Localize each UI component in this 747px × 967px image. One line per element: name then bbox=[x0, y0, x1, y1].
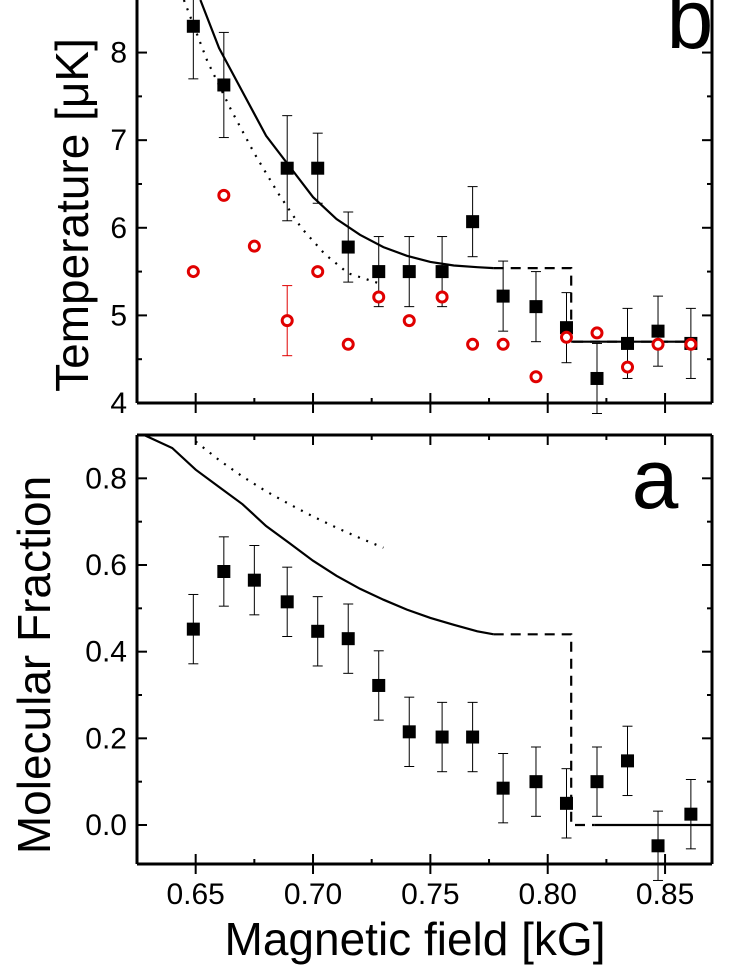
panel-label-a: a bbox=[632, 432, 679, 526]
x-tick-label: 0.70 bbox=[284, 878, 342, 911]
data-point-square bbox=[496, 289, 510, 303]
data-point-square bbox=[559, 796, 573, 810]
data-point-square bbox=[435, 730, 449, 744]
data-point-square bbox=[402, 265, 416, 279]
data-point-square bbox=[311, 161, 325, 175]
dashed-curve bbox=[493, 633, 595, 827]
data-point-circle bbox=[590, 326, 604, 340]
data-point-square bbox=[590, 775, 604, 789]
x-axis-title-magnetic-field: Magnetic field [kG] bbox=[225, 913, 606, 965]
data-point-square bbox=[402, 725, 416, 739]
data-point-square bbox=[496, 781, 510, 795]
y-tick-label: 0.2 bbox=[85, 722, 127, 755]
y-tick-label: 4 bbox=[110, 387, 127, 420]
data-point-circle bbox=[651, 337, 665, 351]
x-tick-label: 0.80 bbox=[519, 878, 577, 911]
y-tick-label: 6 bbox=[110, 212, 127, 245]
data-point-square bbox=[651, 324, 665, 338]
data-point-circle bbox=[466, 337, 480, 351]
data-point-square bbox=[529, 300, 543, 314]
x-tick-label: 0.85 bbox=[636, 878, 694, 911]
x-tick-label: 0.75 bbox=[401, 878, 459, 911]
y-axis-title-molecular-fraction: Molecular Fraction bbox=[8, 476, 60, 854]
panel-a-molecular-fraction: a Molecular Fraction Magnetic field [kG]… bbox=[8, 432, 714, 965]
data-point-circle bbox=[684, 337, 698, 351]
data-point-circle bbox=[341, 337, 355, 351]
y-tick-label: 0.6 bbox=[85, 549, 127, 582]
data-point-circle bbox=[311, 265, 325, 279]
data-point-square bbox=[247, 573, 261, 587]
solid-curve bbox=[143, 434, 494, 636]
data-point-circle bbox=[280, 314, 294, 328]
data-point-square bbox=[466, 730, 480, 744]
y-tick-label: 0.4 bbox=[85, 636, 127, 669]
data-point-square bbox=[621, 754, 635, 768]
y-tick-label: 0.8 bbox=[85, 462, 127, 495]
panel-label-b: b bbox=[667, 0, 714, 66]
y-tick-label: 8 bbox=[110, 37, 127, 70]
data-point-square bbox=[217, 78, 231, 92]
data-point-circle bbox=[217, 188, 231, 202]
data-point-square bbox=[217, 565, 231, 578]
data-point-square bbox=[372, 265, 386, 279]
y-axis-title-temperature: Temperature [μK] bbox=[46, 38, 98, 392]
data-point-square bbox=[590, 371, 604, 385]
data-point-circle bbox=[559, 330, 573, 344]
data-point-circle bbox=[496, 337, 510, 351]
y-tick-label: 0.0 bbox=[85, 809, 127, 842]
data-point-square bbox=[280, 161, 294, 175]
data-point-square bbox=[186, 622, 200, 636]
data-point-circle bbox=[402, 314, 416, 328]
y-tick-label: 7 bbox=[110, 124, 127, 157]
data-point-square bbox=[651, 839, 665, 853]
data-point-square bbox=[186, 19, 200, 33]
data-point-circle bbox=[529, 370, 543, 384]
panel-b-temperature: b Temperature [μK] 4 5 6 7 8 bbox=[46, 0, 714, 420]
data-point-circle bbox=[435, 290, 449, 304]
data-point-square bbox=[684, 807, 698, 821]
data-point-square bbox=[311, 624, 325, 638]
data-point-square bbox=[341, 240, 355, 254]
data-point-square bbox=[341, 632, 355, 646]
data-point-circle bbox=[372, 290, 386, 304]
data-point-square bbox=[559, 321, 573, 335]
y-tick-label: 5 bbox=[110, 299, 127, 332]
data-point-square bbox=[621, 336, 635, 350]
data-point-circle bbox=[621, 360, 635, 374]
data-point-circle bbox=[186, 265, 200, 279]
data-point-square bbox=[372, 678, 386, 692]
data-point-square bbox=[466, 215, 480, 229]
data-point-square bbox=[280, 595, 294, 609]
data-point-square bbox=[529, 775, 543, 789]
x-tick-label: 0.65 bbox=[166, 878, 224, 911]
data-point-circle bbox=[247, 239, 261, 253]
data-point-square bbox=[435, 265, 449, 279]
